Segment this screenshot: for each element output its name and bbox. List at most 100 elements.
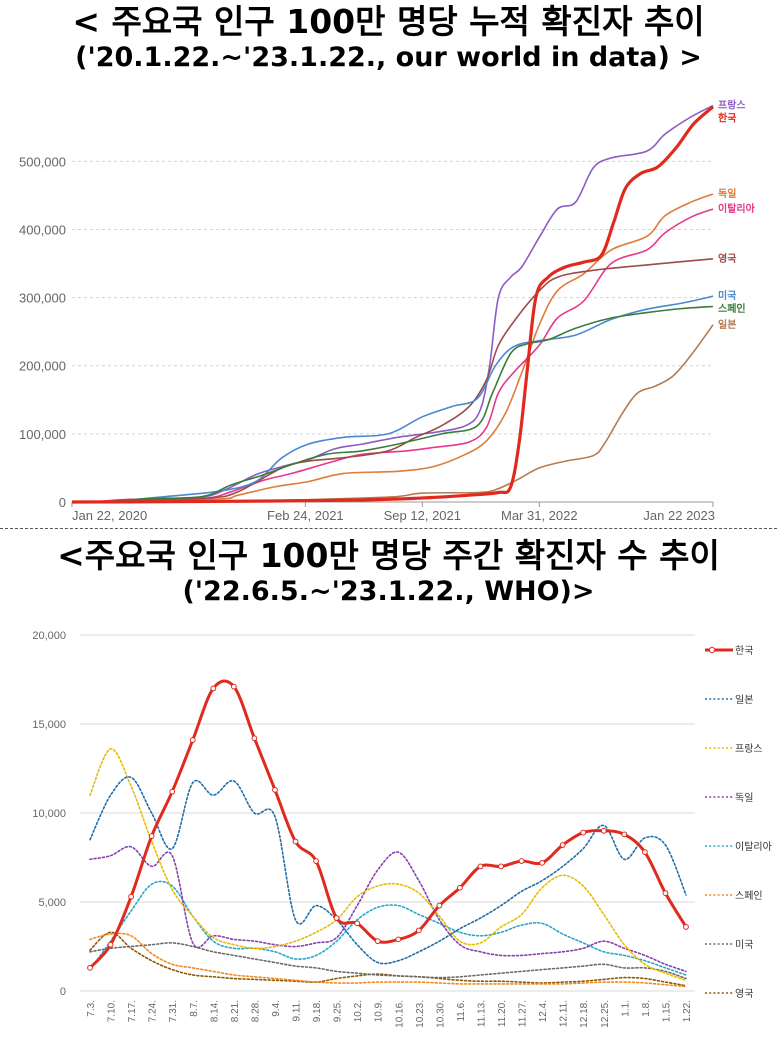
x-category-label: 8.7. [189, 1000, 200, 1017]
series-point-한국 [87, 964, 93, 971]
section-divider [0, 528, 777, 529]
series-point-한국 [580, 829, 587, 836]
y-tick-label: 20,000 [32, 630, 66, 642]
series-line-이탈리아 [89, 880, 687, 976]
x-category-label: 12.18. [579, 1000, 590, 1028]
x-tick-label: Jan 22 2023 [643, 508, 715, 523]
top-chart-title: < 주요국 인구 100만 명당 누적 확진자 추이 [72, 2, 705, 41]
series-point-한국 [313, 858, 319, 864]
x-category-label: 1.1. [620, 1000, 631, 1017]
y-tick-label: 5,000 [38, 897, 66, 909]
series-line-프랑스 [89, 748, 687, 982]
legend-label-스페인: 스페인 [718, 302, 746, 315]
series-point-한국 [683, 924, 689, 930]
x-tick-label: Jan 22, 2020 [72, 508, 147, 523]
y-tick-label: 200,000 [19, 359, 66, 374]
legend-label-독일: 독일 [718, 187, 736, 200]
series-point-한국 [128, 893, 135, 900]
x-category-label: 7.31. [168, 1000, 179, 1022]
series-point-한국 [354, 920, 361, 927]
x-category-label: 1.8. [641, 1000, 652, 1017]
legend-label-이탈리아: 이탈리아 [718, 202, 756, 215]
x-category-label: 10.9. [374, 1000, 385, 1022]
series-point-한국 [600, 827, 607, 834]
series-line-독일 [71, 193, 714, 503]
series-point-한국 [436, 902, 443, 909]
series-point-한국 [210, 685, 217, 692]
x-category-label: 7.3. [86, 1000, 97, 1017]
x-category-label: 9.18. [312, 1000, 323, 1022]
series-point-한국 [230, 683, 237, 690]
series-line-스페인 [89, 932, 687, 988]
series-point-한국 [641, 849, 648, 856]
series-point-한국 [415, 927, 422, 934]
legend-label-미국: 미국 [718, 289, 736, 302]
x-category-label: 11.27. [518, 1000, 529, 1027]
series-point-한국 [395, 936, 402, 943]
x-category-label: 10.30. [435, 1000, 446, 1028]
legend-label-스페인: 스페인 [735, 890, 763, 902]
x-category-label: 10.23. [415, 1000, 426, 1028]
series-point-한국 [148, 833, 155, 840]
legend-label-영국: 영국 [735, 988, 753, 1000]
x-category-label: 9.11. [292, 1000, 303, 1022]
series-point-한국 [251, 735, 258, 742]
series-line-영국 [71, 258, 714, 503]
x-category-label: 1.22. [682, 1000, 693, 1022]
series-point-한국 [374, 938, 381, 945]
legend-label-프랑스: 프랑스 [735, 743, 763, 755]
legend-label-이탈리아: 이탈리아 [735, 840, 772, 853]
x-category-label: 7.10. [107, 1000, 118, 1022]
x-category-label: 11.13. [476, 1000, 487, 1027]
x-category-label: 7.17. [127, 1000, 138, 1022]
series-point-한국 [559, 842, 566, 848]
bottom-chart-subtitle: ('22.6.5.~'23.1.22., WHO)> [182, 576, 595, 607]
series-point-한국 [169, 788, 176, 795]
y-tick-label: 10,000 [32, 808, 66, 820]
legend-label-독일: 독일 [735, 792, 753, 804]
x-category-label: 8.21. [230, 1000, 241, 1022]
x-category-label: 12.25. [600, 1000, 611, 1028]
x-tick-label: Sep 12, 2021 [384, 508, 461, 523]
y-tick-label: 100,000 [19, 427, 66, 442]
y-tick-label: 300,000 [19, 291, 66, 306]
y-tick-label: 500,000 [19, 154, 66, 169]
y-tick-label: 0 [60, 986, 66, 998]
y-tick-label: 0 [59, 495, 66, 510]
x-category-label: 12.11. [559, 1000, 570, 1027]
bottom-chart-title: <주요국 인구 100만 명당 주간 확진자 수 추이 [57, 536, 720, 575]
top-chart-subtitle: ('20.1.22.~'23.1.22., our world in data)… [75, 42, 702, 73]
legend-label-미국: 미국 [735, 939, 753, 951]
series-point-한국 [272, 786, 278, 793]
legend-label-일본: 일본 [718, 318, 736, 331]
series-point-한국 [477, 863, 484, 870]
series-point-한국 [189, 737, 196, 743]
series-point-한국 [292, 838, 299, 845]
legend-marker-한국 [708, 646, 716, 654]
legend-label-한국: 한국 [735, 645, 753, 657]
series-point-한국 [107, 941, 114, 948]
series-line-일본 [89, 776, 687, 965]
x-tick-label: Mar 31, 2022 [501, 508, 578, 523]
legend-label-일본: 일본 [735, 694, 753, 706]
series-line-이탈리아 [71, 208, 714, 503]
series-line-스페인 [71, 305, 714, 503]
series-line-미국 [89, 942, 687, 980]
x-category-label: 1.15. [661, 1000, 672, 1022]
x-category-label: 11.6. [456, 1000, 467, 1022]
x-category-label: 10.2. [353, 1000, 364, 1022]
series-point-한국 [621, 831, 628, 838]
series-point-한국 [333, 915, 340, 921]
x-category-label: 10.16. [394, 1000, 405, 1028]
y-tick-label: 400,000 [19, 222, 66, 237]
x-category-label: 9.4. [271, 1000, 282, 1017]
x-tick-label: Feb 24, 2021 [267, 508, 344, 523]
series-point-한국 [662, 890, 669, 896]
legend-label-프랑스: 프랑스 [718, 99, 746, 111]
series-point-한국 [498, 863, 504, 870]
x-category-label: 7.24. [148, 1000, 159, 1022]
y-tick-label: 15,000 [32, 719, 66, 731]
x-category-label: 8.14. [209, 1000, 220, 1022]
x-category-label: 8.28. [250, 1000, 261, 1022]
